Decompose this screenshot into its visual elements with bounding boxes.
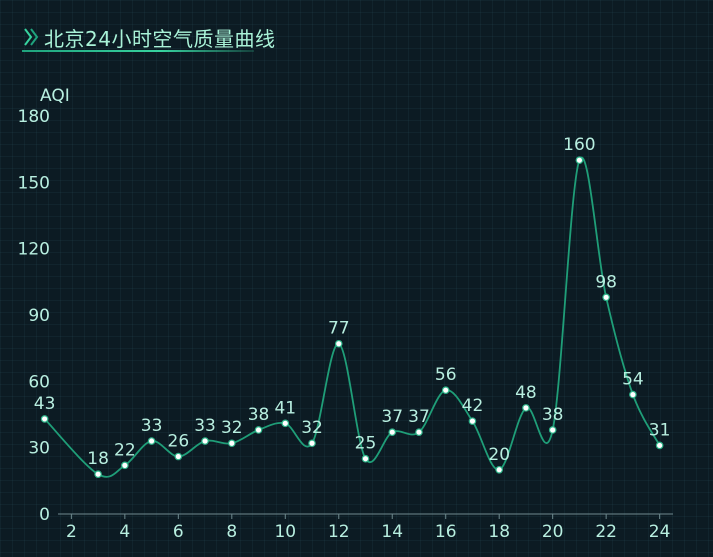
y-tick-label: 30: [28, 439, 50, 459]
x-tick-label: 20: [542, 522, 564, 542]
data-point: [629, 390, 637, 399]
data-label: 32: [221, 418, 243, 438]
data-point: [281, 419, 290, 428]
data-label: 54: [622, 370, 644, 390]
data-label: 37: [381, 407, 403, 427]
x-tick-label: 10: [274, 522, 296, 542]
data-point: [655, 441, 664, 450]
data-point: [228, 439, 236, 448]
data-label: 56: [435, 365, 457, 385]
data-label: 20: [488, 445, 510, 465]
chart-title: 北京24小时空气质量曲线: [44, 26, 276, 51]
data-label: 33: [194, 416, 216, 436]
x-tick-label: 18: [488, 522, 510, 542]
title-underline: [22, 50, 254, 52]
double-chevron-icon: [24, 28, 39, 46]
x-tick-label: 6: [173, 522, 184, 542]
data-label: 98: [595, 272, 617, 292]
data-point: [201, 437, 209, 445]
x-tick-label: 16: [435, 522, 457, 542]
data-point: [334, 339, 343, 348]
data-label: 160: [563, 135, 595, 155]
data-label: 43: [34, 394, 56, 414]
data-point: [548, 426, 557, 434]
data-point: [308, 439, 316, 448]
data-point: [40, 415, 49, 423]
y-tick-label: 90: [28, 306, 50, 326]
data-label: 77: [328, 319, 350, 339]
data-points: [40, 156, 664, 479]
x-tick-label: 22: [595, 522, 617, 542]
y-axis-label: AQI: [40, 86, 70, 106]
data-point: [94, 470, 102, 479]
data-point: [388, 428, 397, 436]
data-label: 22: [114, 440, 136, 460]
data-point: [121, 461, 129, 470]
data-label: 32: [301, 418, 323, 438]
data-point: [575, 156, 584, 165]
data-label: 38: [248, 405, 270, 425]
aqi-series-line: [43, 156, 661, 478]
data-point: [441, 386, 450, 394]
data-label: 48: [515, 383, 537, 403]
data-point: [415, 428, 423, 436]
data-point: [602, 293, 610, 302]
y-tick-label: 60: [28, 372, 50, 392]
x-tick-label: 12: [328, 522, 350, 542]
x-tick-label: 14: [381, 522, 403, 542]
data-point: [147, 437, 156, 445]
y-tick-label: 150: [18, 173, 50, 193]
y-tick-label: 180: [18, 107, 50, 127]
data-label: 31: [649, 420, 671, 440]
data-point: [174, 452, 183, 461]
data-label: 18: [87, 449, 109, 469]
data-label: 25: [355, 434, 377, 454]
data-point: [254, 426, 263, 434]
x-tick-label: 24: [649, 522, 671, 542]
data-point: [361, 454, 370, 463]
data-label: 33: [141, 416, 163, 436]
data-label: 42: [462, 396, 484, 416]
chart-title-bar: 北京24小时空气质量曲线: [22, 22, 275, 52]
y-tick-label: 120: [18, 240, 50, 260]
data-label: 41: [274, 398, 296, 418]
x-tick-label: 4: [119, 522, 130, 542]
y-tick-label: 0: [39, 505, 50, 525]
data-point: [495, 465, 503, 474]
data-label: 37: [408, 407, 430, 427]
data-point: [522, 404, 530, 412]
x-tick-label: 2: [66, 522, 77, 542]
data-label: 38: [542, 405, 564, 425]
data-label: 26: [168, 432, 190, 452]
data-point: [468, 417, 477, 425]
x-tick-label: 8: [226, 522, 237, 542]
